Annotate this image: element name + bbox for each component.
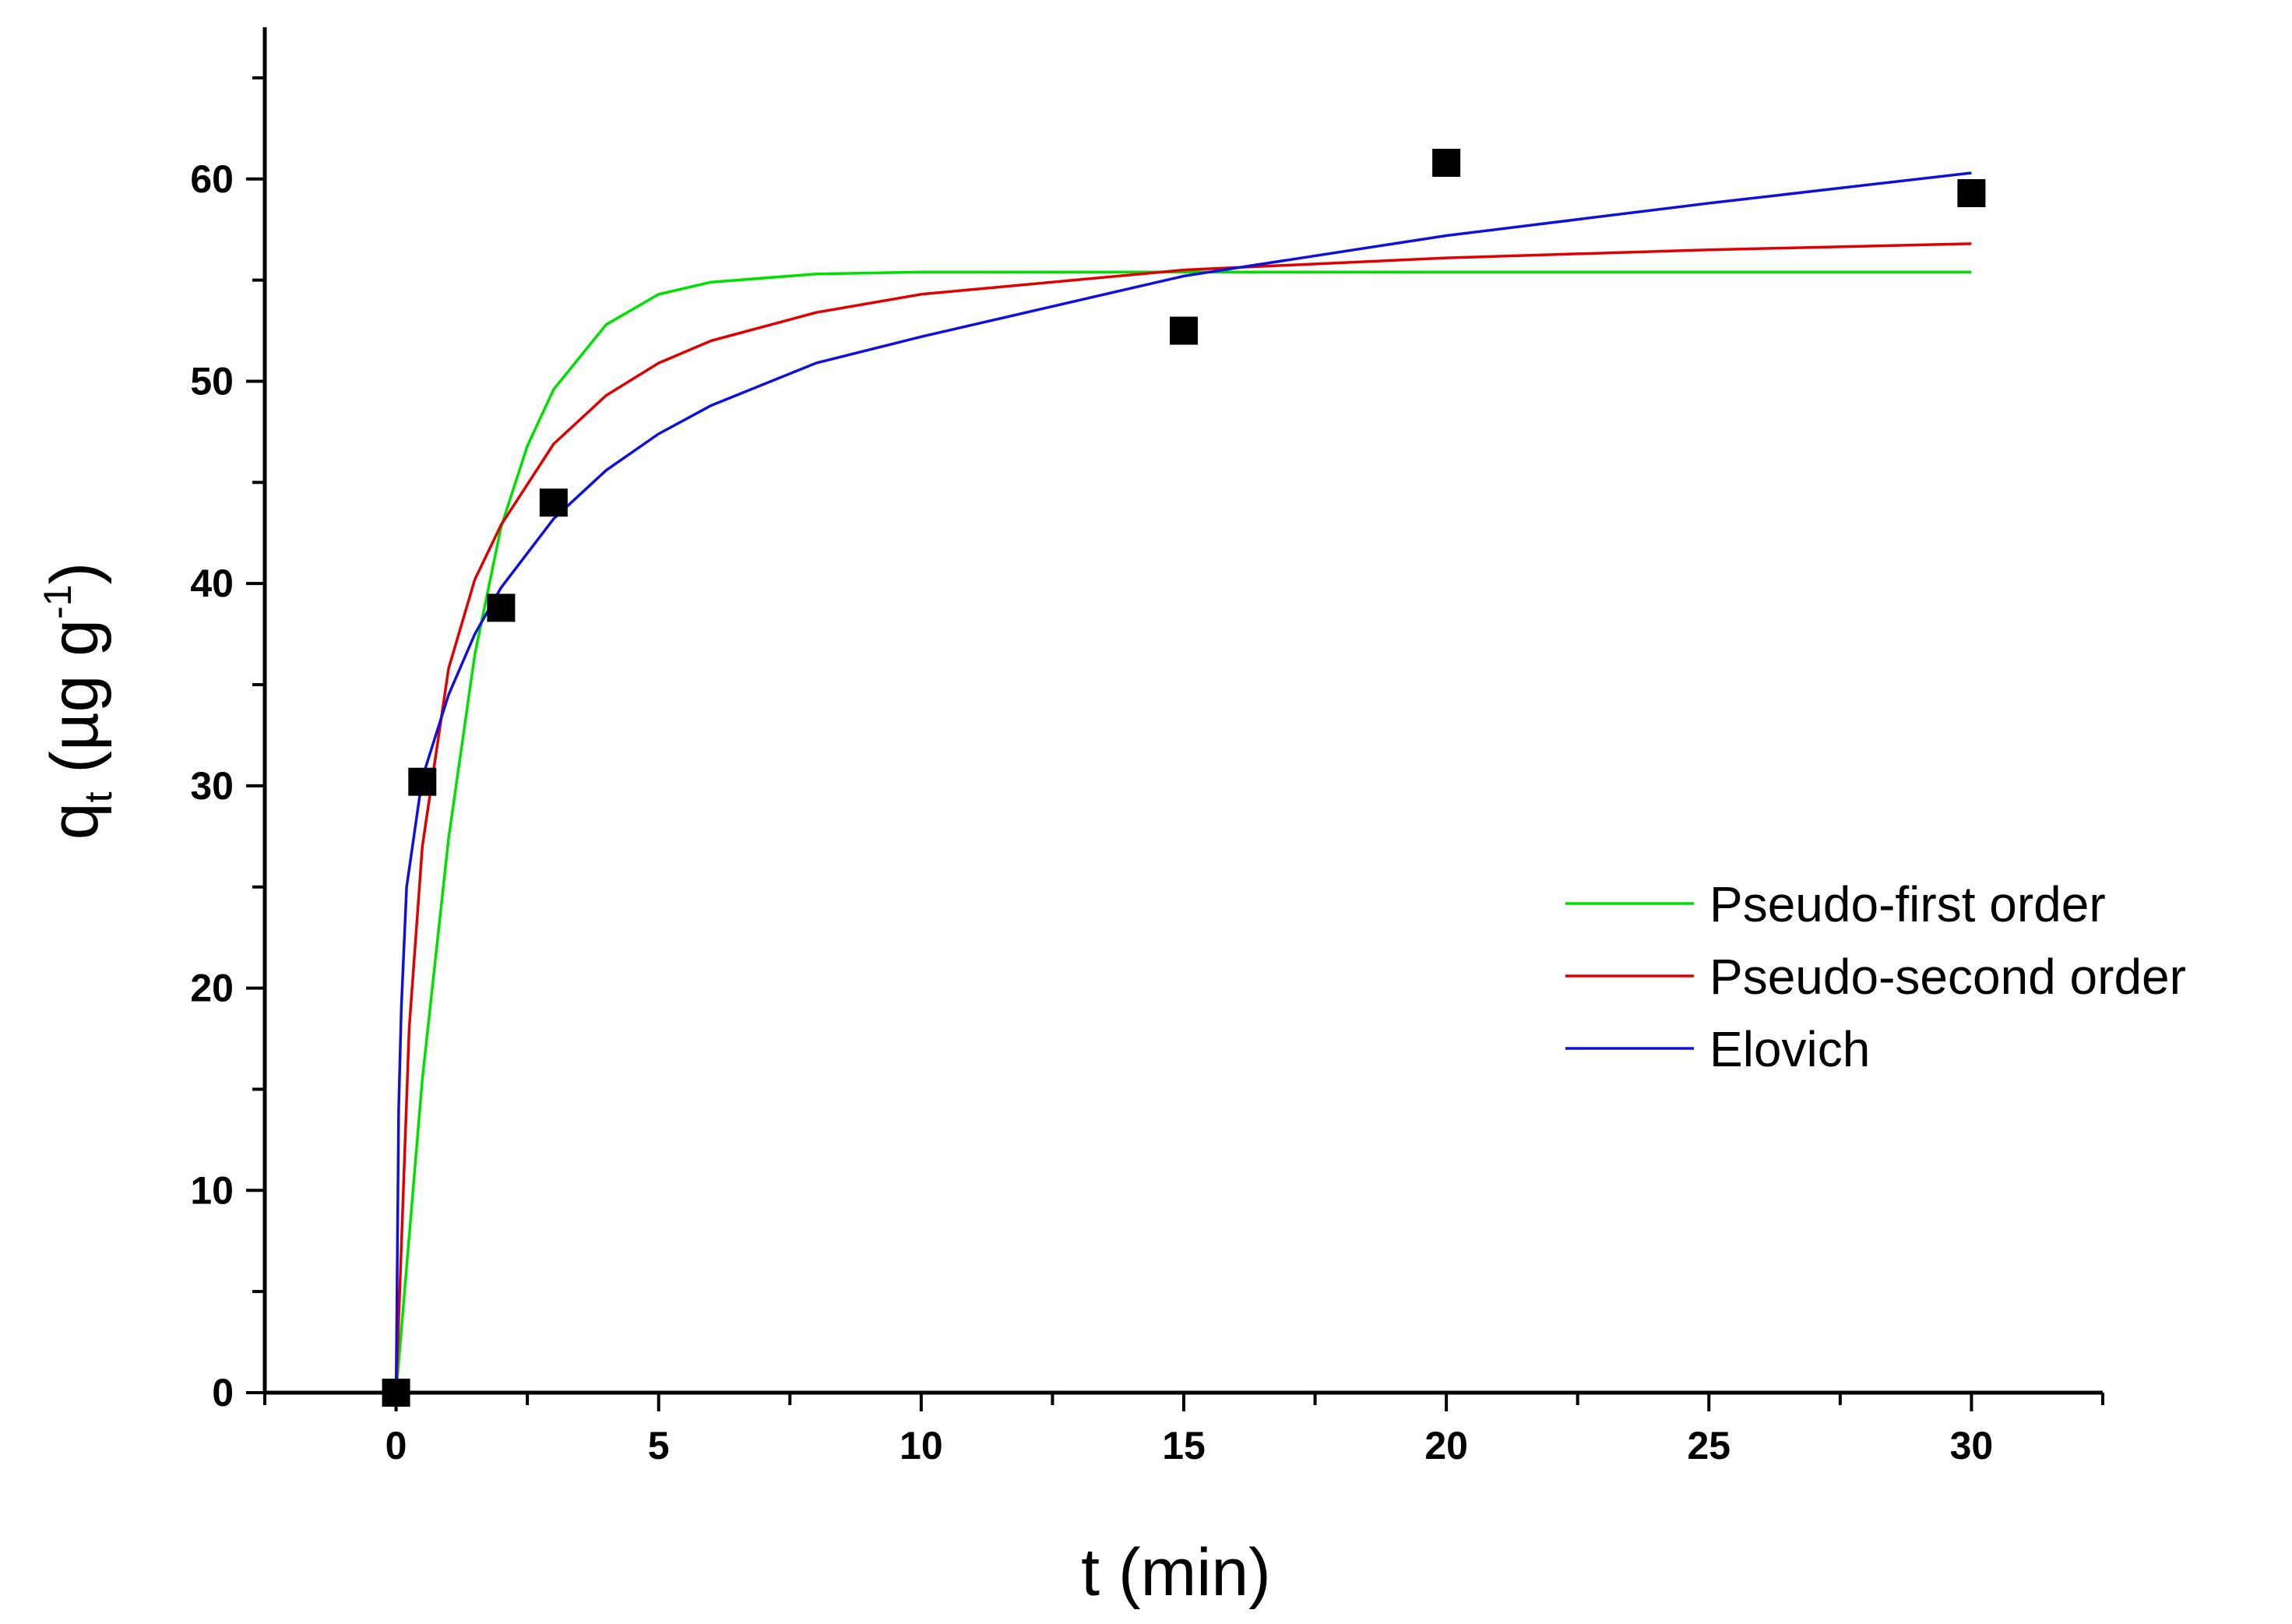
- y-axis-title: qt (µg g-1): [36, 562, 120, 840]
- legend: Pseudo-first order Pseudo-second order Elo…: [1565, 876, 2186, 1077]
- y-tick-label: 50: [190, 359, 234, 403]
- y-tick-label: 10: [190, 1168, 234, 1212]
- data-point: [487, 594, 516, 622]
- x-tick-label: 30: [1950, 1424, 1994, 1467]
- axes: [246, 27, 2104, 1411]
- legend-label: Pseudo-first order: [1709, 876, 2106, 932]
- y-tick-label: 60: [190, 157, 234, 201]
- legend-label: Elovich: [1709, 1021, 1870, 1077]
- series-line: [394, 242, 1972, 1393]
- fit-curves: [394, 171, 1972, 1393]
- svg-text:qt (µg g-1): qt (µg g-1): [36, 562, 120, 840]
- data-points: [382, 149, 1986, 1407]
- y-axis-title-subscript: t: [76, 791, 120, 802]
- y-tick-label: 40: [190, 562, 234, 605]
- series-line: [394, 270, 1972, 1393]
- x-tick-label: 20: [1424, 1424, 1468, 1467]
- x-tick-label: 0: [386, 1424, 407, 1467]
- series-line: [394, 171, 1972, 1393]
- x-tick-label: 5: [648, 1424, 670, 1467]
- y-tick-label: 0: [212, 1371, 234, 1414]
- data-point: [1957, 178, 1986, 207]
- data-point: [539, 488, 568, 517]
- x-tick-label: 15: [1162, 1424, 1206, 1467]
- data-point: [408, 767, 437, 796]
- y-tick-label: 20: [190, 967, 234, 1010]
- data-point: [1170, 316, 1198, 345]
- tick-labels: 0 5 10 15 20 25 30 0 10 20 30 40 50 60: [190, 157, 1993, 1467]
- y-axis-title-superscript: -1: [36, 584, 79, 618]
- y-axis-title-main: q: [37, 802, 112, 840]
- x-tick-label: 10: [900, 1424, 943, 1467]
- data-point: [382, 1379, 410, 1407]
- y-axis-title-close: ): [37, 562, 112, 585]
- y-tick-label: 30: [190, 764, 234, 808]
- x-axis-title: t (min): [1081, 1535, 1271, 1610]
- legend-label: Pseudo-second order: [1709, 949, 2186, 1005]
- y-axis-title-unit: (µg g: [37, 619, 112, 792]
- data-point: [1432, 149, 1461, 178]
- x-tick-label: 25: [1687, 1424, 1730, 1467]
